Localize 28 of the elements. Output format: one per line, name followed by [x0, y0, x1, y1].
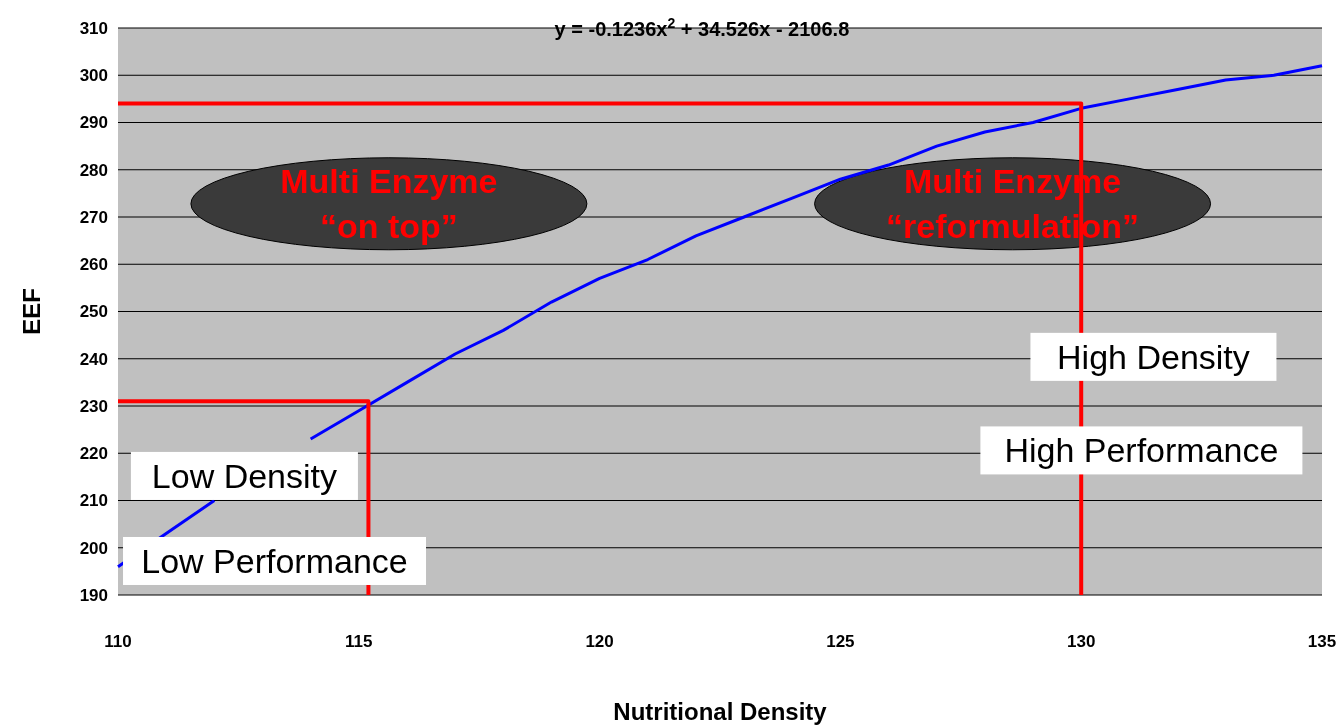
annotation: Multi Enzyme [280, 161, 498, 200]
chart-title: y = -0.1236x$^{2}$ + 34.526x - 2106.8 [554, 15, 850, 40]
x-tick-label: 110 [104, 632, 132, 651]
y-tick-label: 220 [79, 444, 108, 464]
y-tick-label: 230 [79, 396, 108, 416]
y-axis-title: EEF [18, 288, 45, 335]
y-tick-label: 280 [79, 160, 108, 180]
y-tick-label: 250 [79, 302, 108, 322]
x-tick-label: 125 [826, 632, 855, 651]
annotation: Low Density [151, 456, 338, 495]
annotation: High Performance [1004, 431, 1279, 470]
y-tick-label: 310 [79, 18, 108, 38]
x-tick-label: 120 [585, 632, 614, 651]
annotation: “on top” [319, 207, 458, 246]
y-tick-label: 190 [79, 585, 108, 605]
x-axis-title: Nutritional Density [613, 698, 828, 725]
y-tick-label: 210 [79, 491, 108, 511]
x-tick-label: 115 [345, 632, 373, 651]
y-tick-label: 240 [79, 349, 108, 369]
y-tick-label: 290 [79, 113, 108, 133]
x-tick-label: 135 [1307, 632, 1337, 651]
annotation: Low Performance [141, 541, 408, 580]
y-tick-label: 300 [79, 66, 108, 86]
annotation: High Density [1057, 337, 1250, 376]
y-tick-label: 260 [79, 255, 108, 275]
x-tick-label: 130 [1067, 632, 1096, 651]
y-tick-label: 270 [79, 207, 108, 227]
y-tick-label: 200 [79, 538, 108, 558]
